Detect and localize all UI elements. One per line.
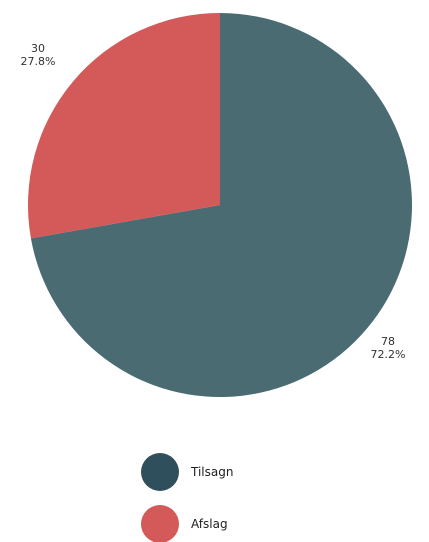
legend-label-afslag: Afslag bbox=[191, 517, 228, 531]
legend-label-tilsagn: Tilsagn bbox=[190, 465, 233, 479]
slice-value-label: 30 bbox=[31, 42, 45, 55]
legend: Tilsagn Afslag bbox=[141, 453, 233, 542]
pie-slice-tilsagn bbox=[30, 13, 413, 397]
slice-value-label: 78 bbox=[381, 335, 395, 348]
legend-swatch-tilsagn bbox=[141, 453, 179, 491]
pie-slice-afslag bbox=[27, 13, 220, 239]
pie-slices bbox=[27, 13, 413, 397]
legend-swatch-afslag bbox=[141, 505, 179, 542]
slice-percent-label: 72.2% bbox=[371, 348, 406, 361]
slice-percent-label: 27.8% bbox=[21, 55, 56, 68]
